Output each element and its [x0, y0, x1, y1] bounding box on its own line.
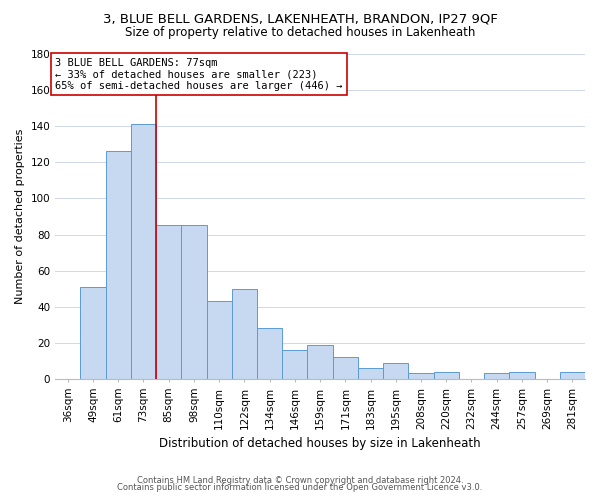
Bar [206, 302, 232, 379]
Y-axis label: Number of detached properties: Number of detached properties [15, 129, 25, 304]
Bar [332, 357, 358, 379]
Bar [106, 152, 131, 379]
Bar [383, 362, 409, 379]
Bar [80, 287, 106, 379]
Bar [307, 344, 332, 379]
Bar [232, 288, 257, 379]
Bar [257, 328, 282, 379]
Text: 3 BLUE BELL GARDENS: 77sqm
← 33% of detached houses are smaller (223)
65% of sem: 3 BLUE BELL GARDENS: 77sqm ← 33% of deta… [55, 58, 343, 91]
X-axis label: Distribution of detached houses by size in Lakenheath: Distribution of detached houses by size … [159, 437, 481, 450]
Bar [358, 368, 383, 379]
Bar [560, 372, 585, 379]
Text: Contains HM Land Registry data © Crown copyright and database right 2024.: Contains HM Land Registry data © Crown c… [137, 476, 463, 485]
Bar [509, 372, 535, 379]
Text: Contains public sector information licensed under the Open Government Licence v3: Contains public sector information licen… [118, 484, 482, 492]
Bar [409, 374, 434, 379]
Bar [282, 350, 307, 379]
Bar [484, 374, 509, 379]
Bar [156, 226, 181, 379]
Bar [131, 124, 156, 379]
Text: Size of property relative to detached houses in Lakenheath: Size of property relative to detached ho… [125, 26, 475, 39]
Bar [434, 372, 459, 379]
Text: 3, BLUE BELL GARDENS, LAKENHEATH, BRANDON, IP27 9QF: 3, BLUE BELL GARDENS, LAKENHEATH, BRANDO… [103, 12, 497, 26]
Bar [181, 226, 206, 379]
